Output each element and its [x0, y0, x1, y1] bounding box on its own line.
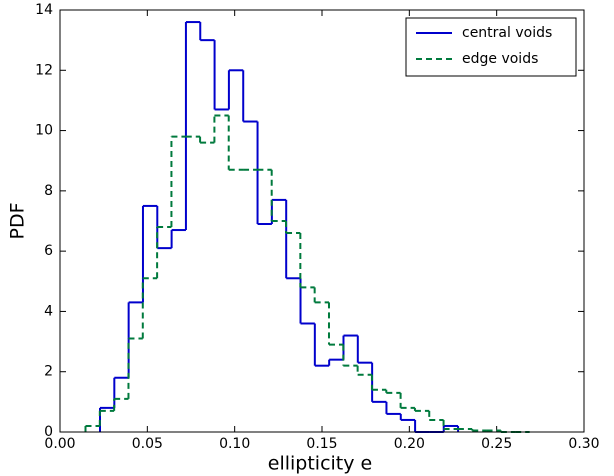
- x-tick-label: 0.30: [568, 436, 599, 452]
- y-tick-label: 4: [44, 303, 53, 319]
- x-tick-label: 0.05: [132, 436, 163, 452]
- y-tick-label: 8: [44, 183, 53, 199]
- y-tick-label: 12: [35, 62, 53, 78]
- y-tick-label: 10: [35, 123, 53, 139]
- y-tick-label: 6: [44, 243, 53, 259]
- plot-frame: [59, 9, 585, 433]
- x-tick-label: 0.15: [306, 436, 337, 452]
- x-tick-label: 0.20: [394, 436, 425, 452]
- legend-label: edge voids: [462, 51, 538, 67]
- x-axis-label: ellipticity e: [268, 453, 372, 475]
- legend-box: [405, 17, 577, 77]
- x-tick-label: 0.00: [44, 436, 75, 452]
- x-tick-label: 0.25: [481, 436, 512, 452]
- y-tick-label: 0: [44, 424, 53, 440]
- y-tick-label: 2: [44, 364, 53, 380]
- y-tick-label: 14: [35, 2, 53, 18]
- legend-label: central voids: [462, 25, 552, 41]
- y-axis-label: PDF: [7, 202, 29, 239]
- x-tick-label: 0.10: [219, 436, 250, 452]
